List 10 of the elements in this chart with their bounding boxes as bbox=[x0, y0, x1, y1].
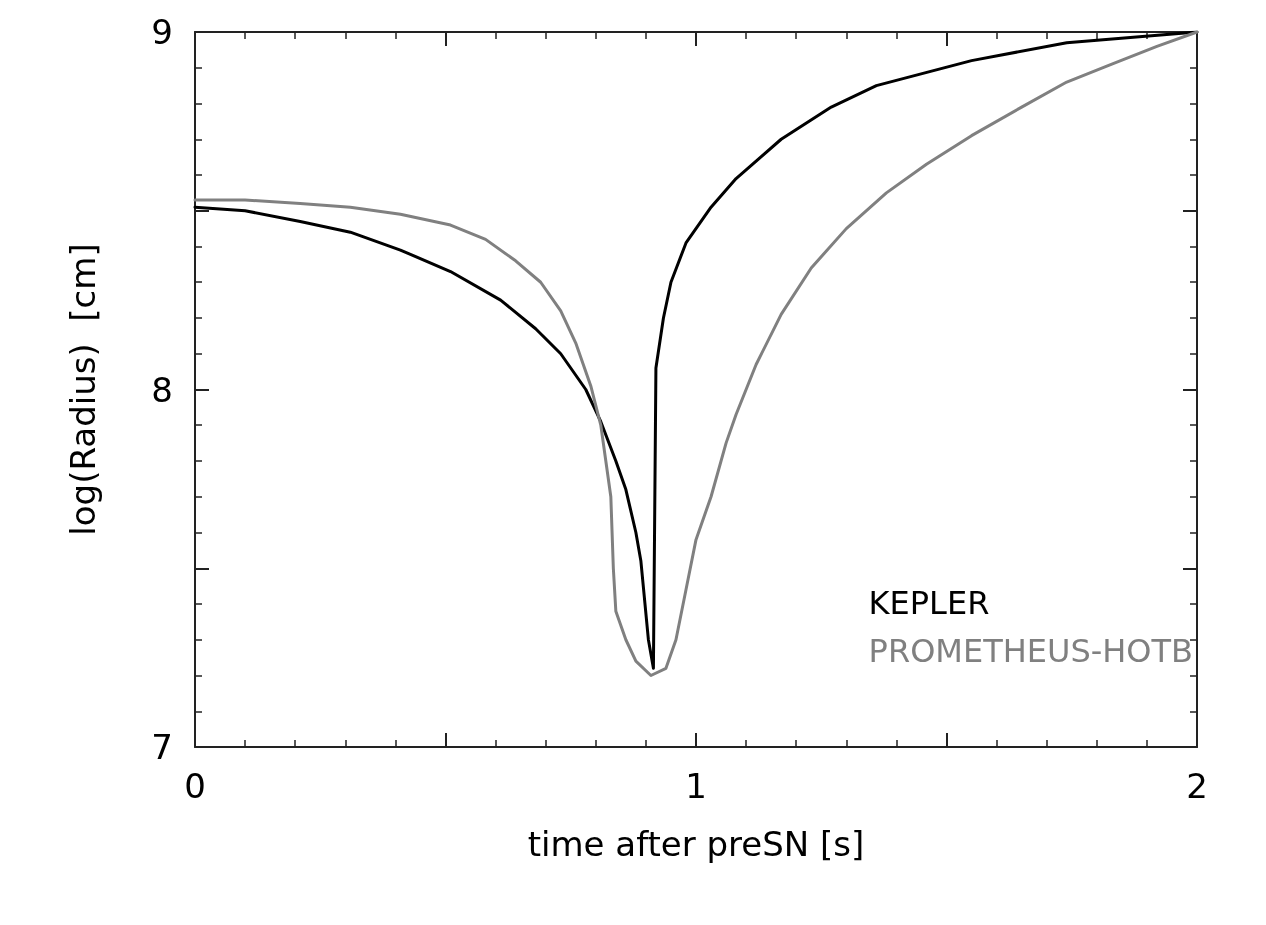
y-tick-label: 9 bbox=[151, 12, 173, 52]
text: KEPLER bbox=[868, 584, 990, 622]
y-tick-label: 8 bbox=[151, 369, 173, 410]
y-tick-label: 7 bbox=[151, 727, 173, 767]
y-axis-title: log(Radius) [cm] bbox=[63, 243, 103, 536]
x-tick-label: 2 bbox=[1186, 766, 1208, 806]
x-tick-label: 0 bbox=[184, 766, 206, 806]
text: PROMETHEUS-HOTB bbox=[868, 632, 1193, 670]
x-axis-title: time after preSN [s] bbox=[527, 824, 865, 864]
x-tick-label: 1 bbox=[685, 766, 707, 806]
